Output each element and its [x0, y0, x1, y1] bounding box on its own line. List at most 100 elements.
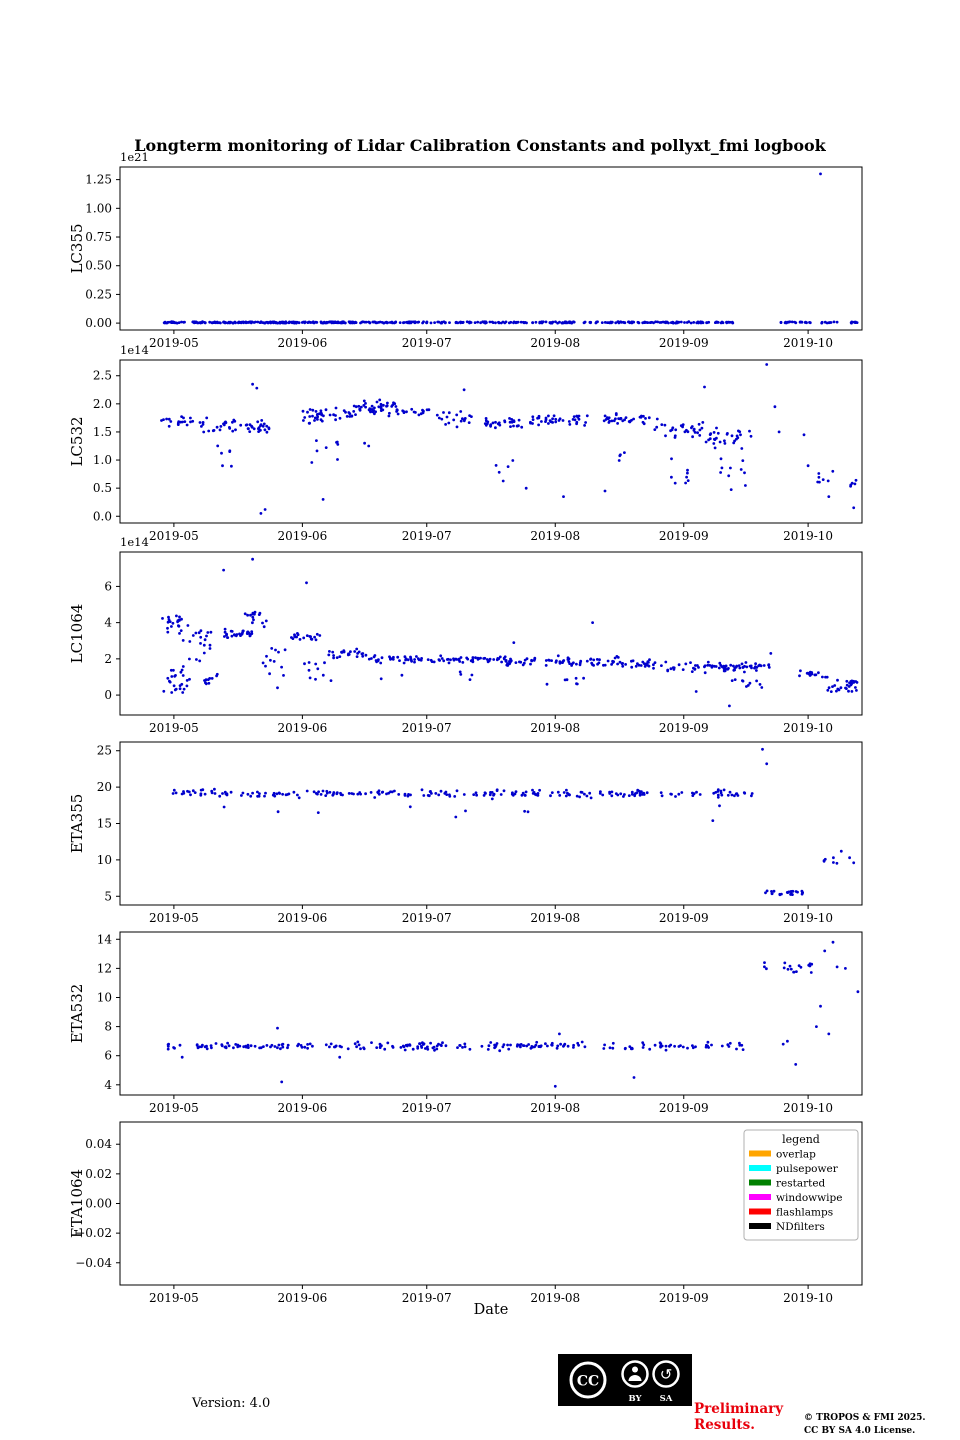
version-text: Version: 4.0	[192, 1396, 271, 1411]
legend-title: legend	[782, 1133, 820, 1146]
svg-text:2019-08: 2019-08	[530, 529, 580, 543]
svg-text:10: 10	[97, 990, 112, 1004]
cc-logo-text: CC	[577, 1374, 599, 1390]
svg-text:1.0: 1.0	[93, 453, 112, 467]
svg-text:2019-07: 2019-07	[402, 336, 452, 350]
scatter-points-LC1064	[161, 557, 859, 708]
cc-sa-arrow-icon: ↺	[652, 1360, 680, 1388]
panel-ETA1064: −0.04 −0.02 0.00 0.02 0.04 2019-05 2019-06 2019…	[68, 1121, 863, 1305]
legend-label-restarted: restarted	[776, 1178, 826, 1190]
svg-text:2019-07: 2019-07	[402, 911, 452, 925]
svg-text:2019-05: 2019-05	[149, 911, 199, 925]
svg-text:0: 0	[104, 688, 112, 702]
svg-text:25: 25	[97, 744, 112, 758]
scatter-points-ETA355	[171, 747, 856, 897]
legend-label-pulsepower: pulsepower	[776, 1163, 839, 1175]
copyright-line1: © TROPOS & FMI 2025.	[804, 1413, 926, 1423]
svg-text:8: 8	[104, 1020, 112, 1034]
svg-text:0.00: 0.00	[85, 1197, 112, 1211]
svg-text:2019-08: 2019-08	[530, 721, 580, 735]
svg-text:2019-09: 2019-09	[659, 336, 709, 350]
svg-text:2019-10: 2019-10	[783, 1291, 833, 1305]
svg-text:2019-10: 2019-10	[783, 1101, 833, 1115]
svg-text:2: 2	[104, 652, 112, 666]
svg-text:0.75: 0.75	[85, 230, 112, 244]
svg-text:2019-08: 2019-08	[530, 1101, 580, 1115]
legend-label-NDfilters: NDfilters	[776, 1221, 825, 1233]
panel-LC1064: 0 2 4 6 2019-05 2019-06 2019-07 2019-08 2019-09 2…	[68, 535, 863, 735]
svg-text:2019-05: 2019-05	[149, 529, 199, 543]
svg-text:2019-07: 2019-07	[402, 721, 452, 735]
svg-text:0.25: 0.25	[85, 287, 112, 301]
svg-text:2019-06: 2019-06	[277, 1291, 327, 1305]
x-axis-label: Date	[473, 1302, 509, 1318]
svg-text:0.50: 0.50	[85, 259, 112, 273]
scatter-points-ETA532	[166, 940, 860, 1088]
svg-text:2019-06: 2019-06	[277, 529, 327, 543]
svg-text:2019-10: 2019-10	[783, 336, 833, 350]
y-axis-label-ETA532: ETA532	[68, 984, 86, 1044]
svg-text:−0.02: −0.02	[75, 1226, 112, 1240]
svg-text:1e14: 1e14	[120, 535, 149, 549]
svg-text:1.25: 1.25	[85, 173, 112, 187]
svg-text:0.5: 0.5	[93, 481, 112, 495]
scatter-points-LC532	[160, 363, 858, 515]
svg-text:2019-09: 2019-09	[659, 911, 709, 925]
svg-text:4: 4	[104, 1078, 112, 1092]
svg-text:2019-07: 2019-07	[402, 1101, 452, 1115]
svg-text:↺: ↺	[660, 1366, 673, 1384]
svg-text:2019-05: 2019-05	[149, 1291, 199, 1305]
svg-text:2019-06: 2019-06	[277, 911, 327, 925]
svg-text:5: 5	[104, 889, 112, 903]
svg-text:2019-09: 2019-09	[659, 721, 709, 735]
axes-ETA1064: −0.04 −0.02 0.00 0.02 0.04 2019-05 2019-06 2019…	[68, 1121, 863, 1305]
scatter-points-LC355	[162, 172, 859, 325]
svg-text:−0.04: −0.04	[75, 1256, 112, 1270]
copyright-line2: CC BY SA 4.0 License.	[804, 1425, 916, 1436]
svg-text:2019-05: 2019-05	[149, 336, 199, 350]
panel-ETA355: 5 10 15 20 25 2019-05 2019-06 2019-07 2019-08 201…	[68, 741, 863, 925]
svg-text:2019-08: 2019-08	[530, 1291, 580, 1305]
svg-text:2019-06: 2019-06	[277, 1101, 327, 1115]
svg-text:10: 10	[97, 853, 112, 867]
svg-text:2019-06: 2019-06	[277, 721, 327, 735]
cc-by-label: BY	[628, 1394, 642, 1404]
legend-label-flashlamps: flashlamps	[776, 1207, 833, 1219]
preliminary-line1: Preliminary	[694, 1401, 784, 1417]
y-axis-label-LC1064: LC1064	[68, 604, 86, 664]
y-axis-label-LC355: LC355	[68, 223, 86, 273]
svg-text:6: 6	[104, 1049, 112, 1063]
svg-text:0.04: 0.04	[85, 1137, 112, 1151]
svg-text:2019-10: 2019-10	[783, 721, 833, 735]
cc-by-sa-badge: CC BY ↺ SA	[558, 1354, 692, 1406]
axes-LC355: 0.00 0.25 0.50 0.75 1.00 1.25 2019-05 2019-06 20…	[68, 150, 863, 350]
svg-text:0.02: 0.02	[85, 1167, 112, 1181]
svg-text:2019-08: 2019-08	[530, 911, 580, 925]
axes-ETA355: 5 10 15 20 25 2019-05 2019-06 2019-07 2019-08 201…	[68, 741, 863, 925]
svg-text:15: 15	[97, 817, 112, 831]
svg-text:2019-05: 2019-05	[149, 1101, 199, 1115]
legend-label-overlap: overlap	[776, 1149, 816, 1161]
svg-text:1.5: 1.5	[93, 425, 112, 439]
svg-text:2019-07: 2019-07	[402, 1291, 452, 1305]
svg-text:4: 4	[104, 616, 112, 630]
y-axis-label-ETA1064: ETA1064	[68, 1169, 86, 1238]
svg-text:0.00: 0.00	[85, 316, 112, 330]
svg-text:20: 20	[97, 780, 112, 794]
svg-text:2019-07: 2019-07	[402, 529, 452, 543]
axes-LC1064: 0 2 4 6 2019-05 2019-06 2019-07 2019-08 2019-09 2…	[68, 535, 863, 735]
svg-text:2019-10: 2019-10	[783, 529, 833, 543]
svg-text:2019-09: 2019-09	[659, 1101, 709, 1115]
figure-title: Longterm monitoring of Lidar Calibration…	[134, 136, 826, 155]
preliminary-results-note: Preliminary Results.	[694, 1401, 784, 1433]
panel-LC355: 0.00 0.25 0.50 0.75 1.00 1.25 2019-05 2019-06 20…	[68, 150, 863, 350]
panel-LC532: 0.0 0.5 1.0 1.5 2.0 2.5 2019-05 2019-06 2019-07 2…	[68, 343, 863, 543]
axes-LC532: 0.0 0.5 1.0 1.5 2.0 2.5 2019-05 2019-06 2019-07 2…	[68, 343, 863, 543]
axes-ETA532: 4 6 8 10 12 14 2019-05 2019-06 2019-07 2019-08 201…	[68, 931, 863, 1115]
svg-text:2019-08: 2019-08	[530, 336, 580, 350]
cc-logo-icon	[569, 1361, 607, 1399]
cc-sa-label: SA	[660, 1394, 673, 1404]
y-axis-label-ETA355: ETA355	[68, 794, 86, 854]
svg-text:2.0: 2.0	[93, 397, 112, 411]
